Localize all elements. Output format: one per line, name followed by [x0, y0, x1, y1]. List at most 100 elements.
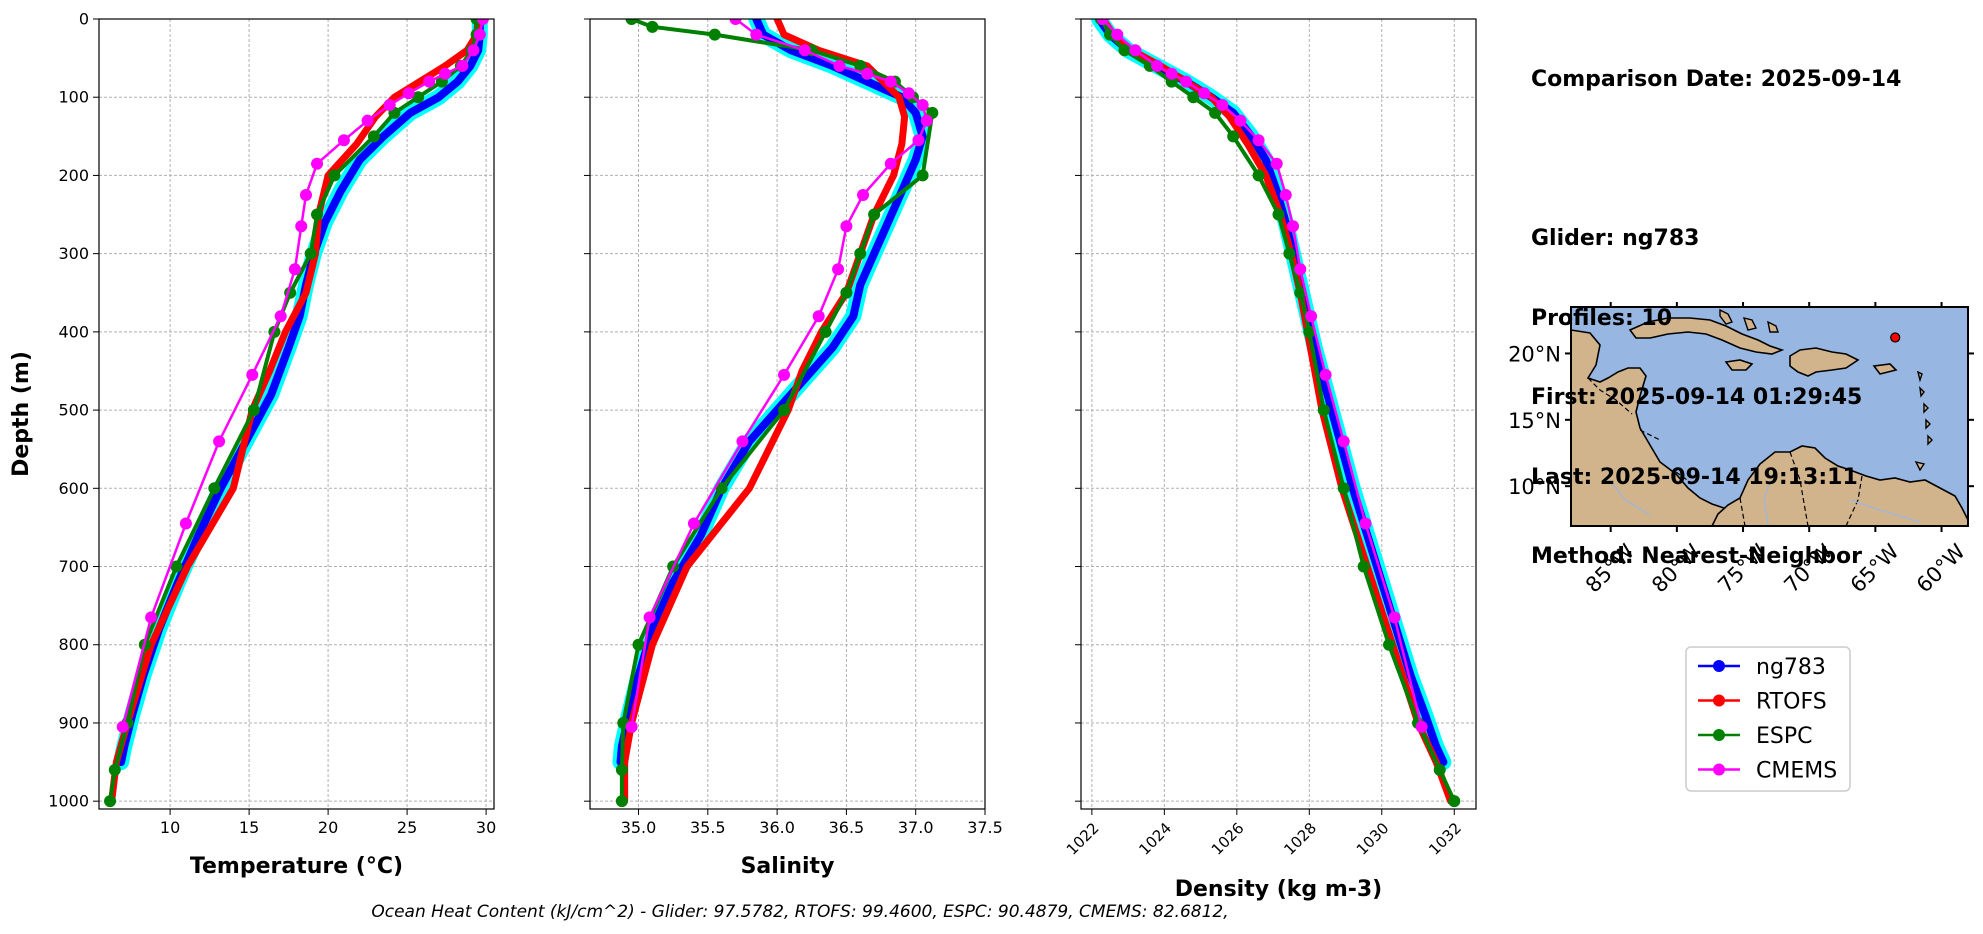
x-tick-label: 1024 [1135, 819, 1175, 859]
comparison-info: Comparison Date: 2025-09-14 Glider: ng78… [1531, 14, 1901, 597]
legend-label-ng783: ng783 [1756, 655, 1826, 680]
comparison-date: Comparison Date: 2025-09-14 [1531, 67, 1902, 92]
data-point-espc [367, 130, 380, 143]
bahamas-land [1719, 308, 1779, 333]
data-point-cmems [812, 310, 825, 323]
data-point-cmems [687, 517, 700, 530]
x-tick-label: 36.5 [829, 818, 865, 837]
data-point-cmems [246, 368, 259, 381]
legend-swatch-marker [1713, 660, 1725, 672]
data-point-cmems [840, 220, 853, 233]
data-point-espc [1383, 638, 1396, 651]
cuba-land [1628, 317, 1785, 355]
ocean-heat-content-caption: Ocean Heat Content (kJ/cm^2) - Glider: 9… [371, 902, 1229, 922]
data-point-cmems [1198, 87, 1211, 100]
y-axis-label: Depth (m) [9, 351, 34, 477]
data-point-espc [1227, 130, 1240, 143]
y-tick-label: 100 [58, 88, 89, 107]
profile-data-1 [104, 19, 489, 808]
data-point-cmems [884, 75, 897, 88]
data-point-espc [304, 247, 317, 260]
jamaica-land [1724, 359, 1754, 371]
data-point-cmems [857, 188, 870, 201]
puerto-rico-land [1872, 363, 1898, 375]
legend-label-rtofs: RTOFS [1756, 690, 1827, 715]
y-tick-label: 200 [58, 166, 89, 185]
x-tick-label: 36.0 [759, 818, 795, 837]
map-frame [1570, 306, 1969, 527]
x-tick-label: 35.5 [690, 818, 726, 837]
series-line-ng783 [616, 19, 927, 767]
y-tick-label: 600 [58, 479, 89, 498]
data-point-espc [170, 560, 183, 573]
data-point-cmems [299, 188, 312, 201]
data-point-cmems [337, 134, 350, 147]
x-axis-label: Salinity [741, 854, 835, 879]
map-lat-label: 15°N [1508, 409, 1561, 433]
y-tick-label: 0 [79, 10, 89, 29]
data-point-cmems [1388, 611, 1401, 624]
data-point-cmems [295, 220, 308, 233]
data-point-cmems [213, 435, 226, 448]
x-tick-label: 1032 [1425, 819, 1465, 859]
y-tick-label: 1000 [48, 792, 89, 811]
profile-panel-1: 10 15 20 25 30010020030040050060070080090010… [9, 10, 496, 880]
x-tick-label: 25 [397, 818, 417, 837]
data-point-espc [108, 763, 121, 776]
x-axis-label: Temperature (°C) [190, 854, 403, 879]
glider-location-marker [1890, 332, 1901, 343]
data-point-espc [854, 59, 867, 72]
legend: ng783 RTOFS ESPC CMEMS [1685, 646, 1851, 792]
data-point-cmems [1180, 75, 1193, 88]
data-point-cmems [361, 114, 374, 127]
x-tick-label: 15 [239, 818, 259, 837]
data-point-espc [625, 19, 638, 25]
data-point-cmems [1165, 67, 1178, 80]
data-point-cmems [1415, 720, 1428, 733]
data-point-cmems [476, 19, 489, 25]
data-point-cmems [145, 611, 158, 624]
data-point-cmems [902, 87, 915, 100]
data-point-espc [1357, 560, 1370, 573]
south-america-land [1711, 445, 1968, 526]
x-tick-label: 35.0 [621, 818, 657, 837]
data-point-cmems [473, 28, 486, 41]
series-line-espc [619, 19, 935, 804]
x-tick-label: 1022 [1063, 819, 1103, 859]
data-point-espc [104, 795, 117, 808]
data-point-espc [1272, 208, 1285, 221]
data-point-espc [708, 28, 721, 41]
data-point-espc [412, 91, 425, 104]
data-point-cmems [1234, 114, 1247, 127]
axes-frame [589, 18, 986, 810]
data-point-cmems [750, 28, 763, 41]
data-point-cmems [1294, 263, 1307, 276]
data-point-espc [868, 208, 881, 221]
y-tick-label: 900 [58, 713, 89, 732]
data-point-espc [615, 795, 628, 808]
axes-frame [98, 18, 495, 810]
hispaniola-land [1789, 347, 1860, 377]
data-point-cmems [383, 99, 396, 112]
data-point-espc [208, 482, 221, 495]
x-tick-label: 37.5 [967, 818, 1003, 837]
legend-label-espc: ESPC [1756, 724, 1813, 749]
data-point-espc [1283, 247, 1296, 260]
data-point-espc [1252, 169, 1265, 182]
data-point-espc [1317, 404, 1330, 417]
data-point-cmems [179, 517, 192, 530]
data-point-cmems [1151, 59, 1164, 72]
map-lat-label: 10°N [1508, 475, 1561, 499]
glider-profiles-spread [612, 19, 931, 771]
data-point-cmems [1319, 368, 1332, 381]
data-point-cmems [402, 87, 415, 100]
data-point-cmems [1305, 310, 1318, 323]
data-point-cmems [1252, 134, 1265, 147]
data-point-cmems [1129, 44, 1142, 57]
data-point-espc [1187, 91, 1200, 104]
data-point-cmems [625, 720, 638, 733]
data-point-cmems [1096, 19, 1109, 25]
y-tick-label: 700 [58, 557, 89, 576]
y-tick-label: 300 [58, 244, 89, 263]
x-tick-label: 20 [318, 818, 338, 837]
